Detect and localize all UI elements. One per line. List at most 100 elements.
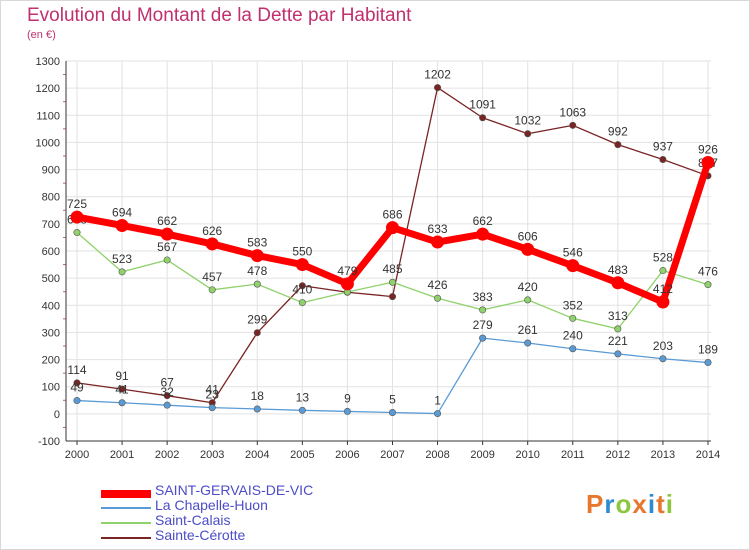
x-tick-label: 2006 (335, 449, 359, 461)
x-tick-label: 2012 (606, 449, 630, 461)
data-label-la-chapelle-huon: 203 (653, 339, 673, 353)
data-point-saint-calais (614, 325, 622, 333)
data-point-sainte-cerotte (524, 130, 532, 138)
legend-label-sainte-cerotte: Sainte-Cérotte (155, 527, 246, 543)
legend-label-la-chapelle-huon: La Chapelle-Huon (155, 497, 268, 513)
x-tick-label: 2008 (425, 449, 449, 461)
data-label-sainte-cerotte: 91 (115, 369, 129, 383)
data-label-saint-calais: 457 (202, 270, 222, 284)
data-label-la-chapelle-huon: 18 (251, 389, 265, 403)
data-label-la-chapelle-huon: 9 (344, 391, 351, 405)
x-tick-label: 2000 (65, 449, 89, 461)
data-point-saint-gervais-de-vic (476, 227, 490, 241)
data-label-sainte-cerotte: 67 (160, 376, 174, 390)
data-label-saint-calais: 528 (653, 251, 673, 265)
data-point-la-chapelle-huon (298, 406, 306, 414)
data-label-saint-gervais-de-vic: 479 (337, 264, 357, 278)
legend-swatch-la-chapelle-huon (101, 507, 151, 509)
data-point-saint-calais (434, 294, 442, 302)
data-point-saint-gervais-de-vic (656, 295, 670, 309)
x-tick-label: 2011 (561, 449, 585, 461)
data-label-saint-calais: 352 (563, 298, 583, 312)
data-point-saint-calais (208, 286, 216, 294)
data-label-la-chapelle-huon: 32 (160, 385, 174, 399)
data-label-la-chapelle-huon: 279 (473, 318, 493, 332)
logo-letter: i (665, 489, 674, 519)
data-label-la-chapelle-huon: 1 (434, 394, 441, 408)
data-point-sainte-cerotte (253, 329, 261, 337)
data-label-saint-gervais-de-vic: 606 (518, 229, 538, 243)
x-tick-label: 2014 (696, 449, 720, 461)
data-point-la-chapelle-huon (434, 410, 442, 418)
data-point-saint-calais (659, 267, 667, 275)
data-label-sainte-cerotte: 299 (247, 313, 267, 327)
data-point-saint-calais (253, 280, 261, 288)
x-tick-label: 2007 (380, 449, 404, 461)
data-point-saint-gervais-de-vic (385, 221, 399, 235)
data-label-sainte-cerotte: 937 (653, 140, 673, 154)
data-label-saint-gervais-de-vic: 626 (202, 224, 222, 238)
data-point-sainte-cerotte (434, 84, 442, 92)
y-tick-label: 100 (42, 382, 60, 394)
y-tick-label: 900 (42, 165, 60, 177)
data-point-la-chapelle-huon (524, 339, 532, 347)
data-label-sainte-cerotte: 1063 (559, 105, 586, 119)
y-tick-label: 300 (42, 327, 60, 339)
data-point-saint-gervais-de-vic (521, 242, 535, 256)
data-point-la-chapelle-huon (73, 397, 81, 405)
legend-label-saint-gervais-de-vic: SAINT-GERVAIS-DE-VIC (155, 482, 314, 498)
data-label-saint-gervais-de-vic: 483 (608, 263, 628, 277)
y-tick-label: 500 (42, 273, 60, 285)
data-point-la-chapelle-huon (208, 404, 216, 412)
x-tick-label: 2013 (651, 449, 675, 461)
data-point-la-chapelle-huon (614, 350, 622, 358)
data-point-la-chapelle-huon (569, 345, 577, 353)
logo-letter: r (604, 489, 616, 519)
data-point-saint-calais (298, 299, 306, 307)
data-label-saint-calais: 485 (382, 262, 402, 276)
data-point-saint-gervais-de-vic (431, 235, 445, 249)
legend-swatch-sainte-cerotte (101, 537, 151, 539)
data-label-la-chapelle-huon: 240 (563, 329, 583, 343)
data-point-sainte-cerotte (614, 141, 622, 149)
data-label-sainte-cerotte: 992 (608, 125, 628, 139)
logo-letter: x (632, 489, 648, 519)
data-point-saint-calais (73, 229, 81, 237)
data-point-saint-calais (163, 256, 171, 264)
data-label-saint-gervais-de-vic: 694 (112, 205, 132, 219)
data-label-sainte-cerotte: 1032 (514, 114, 541, 128)
data-point-la-chapelle-huon (479, 334, 487, 342)
x-tick-label: 2003 (200, 449, 224, 461)
proxiti-logo: Proxiti (586, 489, 674, 520)
data-point-saint-gervais-de-vic (701, 156, 715, 170)
data-point-saint-gervais-de-vic (70, 210, 84, 224)
y-tick-label: 400 (42, 300, 60, 312)
data-point-saint-gervais-de-vic (160, 227, 174, 241)
data-point-saint-gervais-de-vic (340, 277, 354, 291)
data-label-saint-calais: 478 (247, 264, 267, 278)
data-label-saint-calais: 410 (292, 283, 312, 297)
legend-swatch-saint-calais (101, 522, 151, 524)
data-label-saint-gervais-de-vic: 686 (382, 208, 402, 222)
data-label-saint-gervais-de-vic: 412 (653, 282, 673, 296)
x-tick-label: 2004 (245, 449, 269, 461)
x-tick-label: 2005 (290, 449, 314, 461)
data-point-sainte-cerotte (298, 282, 306, 290)
data-point-saint-calais (479, 306, 487, 314)
data-label-saint-calais: 476 (698, 265, 718, 279)
data-point-la-chapelle-huon (163, 401, 171, 409)
chart-title: Evolution du Montant de la Dette par Hab… (27, 5, 412, 26)
data-point-saint-calais (704, 281, 712, 289)
data-label-saint-gervais-de-vic: 550 (292, 245, 312, 259)
x-tick-label: 2001 (110, 449, 134, 461)
data-label-saint-gervais-de-vic: 662 (157, 214, 177, 228)
data-label-saint-calais: 523 (112, 252, 132, 266)
data-point-sainte-cerotte (118, 385, 126, 393)
data-label-la-chapelle-huon: 41 (115, 383, 129, 397)
data-point-saint-gervais-de-vic (611, 276, 625, 290)
data-label-la-chapelle-huon: 23 (206, 388, 220, 402)
chart-unit: (en €) (27, 29, 56, 41)
data-point-sainte-cerotte (73, 379, 81, 387)
data-label-la-chapelle-huon: 13 (296, 390, 310, 404)
